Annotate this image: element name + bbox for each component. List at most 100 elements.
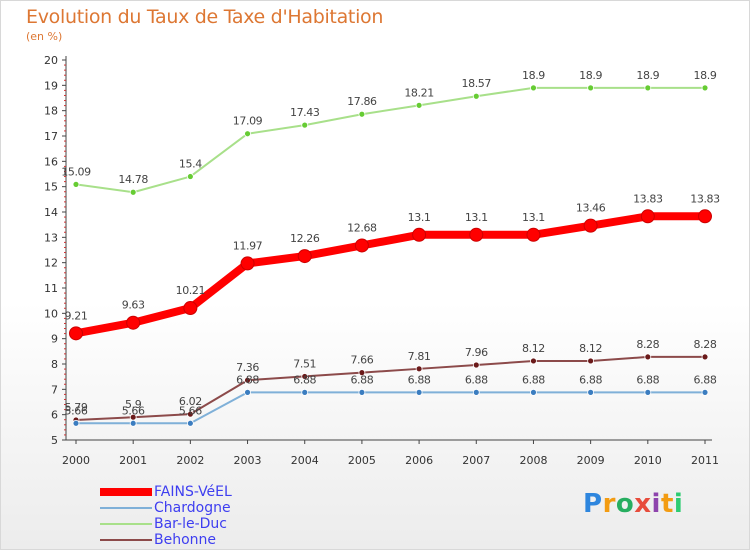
data-label-bar-le-duc: 15.4 <box>179 158 202 171</box>
data-label-fains-v-el: 9.21 <box>65 309 88 322</box>
data-label-chardogne: 6.88 <box>579 373 602 386</box>
data-point-behonne <box>530 357 537 365</box>
data-point-chardogne <box>472 388 480 396</box>
data-label-chardogne: 5.66 <box>179 404 202 417</box>
y-tick-label: 17 <box>44 130 58 143</box>
y-tick-label: 15 <box>44 181 58 194</box>
data-point-behonne <box>244 376 251 384</box>
data-label-bar-le-duc: 18.57 <box>462 77 492 90</box>
legend-label: Chardogne <box>154 500 231 516</box>
y-tick-label: 9 <box>51 333 58 346</box>
x-tick-label: 2006 <box>405 454 433 467</box>
data-label-fains-v-el: 13.83 <box>633 192 663 205</box>
data-label-bar-le-duc: 18.9 <box>694 69 717 82</box>
data-point-behonne <box>186 410 194 418</box>
data-point-chardogne <box>129 419 137 427</box>
data-point-bar-le-duc <box>301 121 309 129</box>
data-label-bar-le-duc: 18.9 <box>579 69 602 82</box>
data-label-fains-v-el: 12.68 <box>347 221 377 234</box>
data-label-behonne: 8.12 <box>579 342 602 355</box>
data-point-bar-le-duc <box>358 110 366 118</box>
y-tick-label: 14 <box>44 206 58 219</box>
data-point-fains-v-el <box>583 218 598 233</box>
y-tick-label: 16 <box>44 155 58 168</box>
data-label-behonne: 5.79 <box>65 401 88 414</box>
data-point-fains-v-el <box>183 301 198 316</box>
logo-letter: x <box>634 489 652 519</box>
data-label-fains-v-el: 13.83 <box>690 192 720 205</box>
x-tick-label: 2002 <box>176 454 204 467</box>
data-point-chardogne <box>72 419 80 427</box>
x-tick-label: 2009 <box>577 454 605 467</box>
data-label-bar-le-duc: 17.09 <box>233 115 263 128</box>
legend-label: Behonne <box>154 532 217 548</box>
data-point-chardogne <box>587 388 595 396</box>
data-label-behonne: 7.36 <box>236 361 259 374</box>
x-tick-label: 2005 <box>348 454 376 467</box>
y-tick-label: 10 <box>44 307 58 320</box>
y-tick-label: 11 <box>44 282 58 295</box>
data-label-behonne: 7.51 <box>293 357 316 370</box>
data-label-behonne: 5.9 <box>125 398 142 411</box>
data-point-behonne <box>472 361 480 369</box>
data-point-bar-le-duc <box>701 84 709 92</box>
data-point-fains-v-el <box>469 227 484 242</box>
data-label-bar-le-duc: 18.9 <box>522 69 545 82</box>
data-label-chardogne: 6.88 <box>408 373 431 386</box>
data-point-behonne <box>358 369 366 377</box>
data-point-bar-le-duc <box>644 84 652 92</box>
data-label-behonne: 7.66 <box>350 354 373 367</box>
data-label-fains-v-el: 13.1 <box>522 211 545 224</box>
data-point-fains-v-el <box>640 209 655 224</box>
data-point-behonne <box>701 353 709 361</box>
data-label-bar-le-duc: 15.09 <box>61 165 91 178</box>
data-point-chardogne <box>244 388 251 396</box>
series-line-chardogne <box>75 391 706 425</box>
data-point-fains-v-el <box>297 249 312 264</box>
data-label-chardogne: 6.88 <box>350 373 373 386</box>
data-point-behonne <box>587 357 595 365</box>
y-tick-label: 8 <box>51 358 58 371</box>
data-label-chardogne: 6.88 <box>522 373 545 386</box>
data-label-bar-le-duc: 17.43 <box>290 106 320 119</box>
proxiti-logo: Proxiti <box>583 489 683 519</box>
data-label-fains-v-el: 9.63 <box>122 299 145 312</box>
data-point-chardogne <box>301 388 309 396</box>
x-tick-label: 2008 <box>519 454 547 467</box>
logo-letter: r <box>602 489 616 519</box>
chart-subtitle: (en %) <box>26 30 63 43</box>
y-tick-label: 5 <box>51 434 58 447</box>
legend-label: FAINS-VéEL <box>154 484 232 500</box>
data-point-fains-v-el <box>69 326 83 341</box>
data-point-fains-v-el <box>698 209 712 224</box>
data-label-behonne: 7.81 <box>408 350 431 363</box>
logo-letter: t <box>660 489 674 519</box>
data-point-fains-v-el <box>412 227 427 242</box>
legend-swatch-chardogne <box>100 507 152 509</box>
data-point-bar-le-duc <box>587 84 595 92</box>
data-label-fains-v-el: 13.1 <box>465 211 488 224</box>
data-point-bar-le-duc <box>530 84 537 92</box>
data-point-chardogne <box>701 388 709 396</box>
data-label-behonne: 8.12 <box>522 342 545 355</box>
y-tick-label: 18 <box>44 105 58 118</box>
legend-swatch-behonne <box>100 539 152 541</box>
data-label-fains-v-el: 13.46 <box>576 202 606 215</box>
data-point-behonne <box>301 373 309 380</box>
data-point-bar-le-duc <box>472 92 480 100</box>
data-label-behonne: 8.28 <box>694 338 717 351</box>
data-point-chardogne <box>186 419 194 427</box>
legend-label: Bar-le-Duc <box>154 516 228 532</box>
data-label-chardogne: 5.66 <box>122 404 145 417</box>
series-line-bar-le-duc <box>75 86 706 194</box>
data-label-behonne: 6.02 <box>179 395 202 408</box>
data-label-chardogne: 5.66 <box>65 404 88 417</box>
y-tick-label: 7 <box>51 383 58 396</box>
x-tick-label: 2001 <box>119 454 147 467</box>
data-point-fains-v-el <box>526 227 541 242</box>
x-tick-label: 2010 <box>634 454 662 467</box>
data-label-bar-le-duc: 14.78 <box>118 173 148 186</box>
data-point-bar-le-duc <box>129 188 137 196</box>
y-tick-label: 13 <box>44 231 58 244</box>
